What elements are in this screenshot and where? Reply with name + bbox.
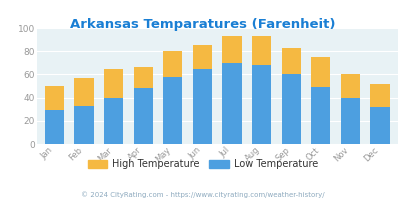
Bar bbox=[133, 67, 152, 88]
Bar bbox=[74, 106, 93, 144]
Bar bbox=[370, 84, 389, 107]
Bar bbox=[252, 65, 271, 144]
Text: © 2024 CityRating.com - https://www.cityrating.com/weather-history/: © 2024 CityRating.com - https://www.city… bbox=[81, 191, 324, 198]
Bar bbox=[281, 74, 300, 144]
Bar bbox=[311, 87, 330, 144]
Bar bbox=[163, 51, 182, 77]
Bar bbox=[222, 36, 241, 63]
Legend: High Temperature, Low Temperature: High Temperature, Low Temperature bbox=[84, 155, 321, 173]
Bar bbox=[252, 36, 271, 65]
Bar bbox=[192, 69, 211, 144]
Bar bbox=[370, 107, 389, 144]
Bar bbox=[104, 69, 123, 98]
Bar bbox=[74, 78, 93, 106]
Bar bbox=[163, 77, 182, 144]
Bar bbox=[192, 45, 211, 69]
Text: Arkansas Temparatures (Farenheit): Arkansas Temparatures (Farenheit) bbox=[70, 18, 335, 31]
Bar bbox=[222, 63, 241, 144]
Bar bbox=[340, 74, 359, 98]
Bar bbox=[133, 88, 152, 144]
Bar bbox=[311, 57, 330, 87]
Bar bbox=[104, 98, 123, 144]
Bar bbox=[45, 110, 64, 144]
Bar bbox=[340, 98, 359, 144]
Bar bbox=[281, 48, 300, 74]
Bar bbox=[45, 86, 64, 110]
